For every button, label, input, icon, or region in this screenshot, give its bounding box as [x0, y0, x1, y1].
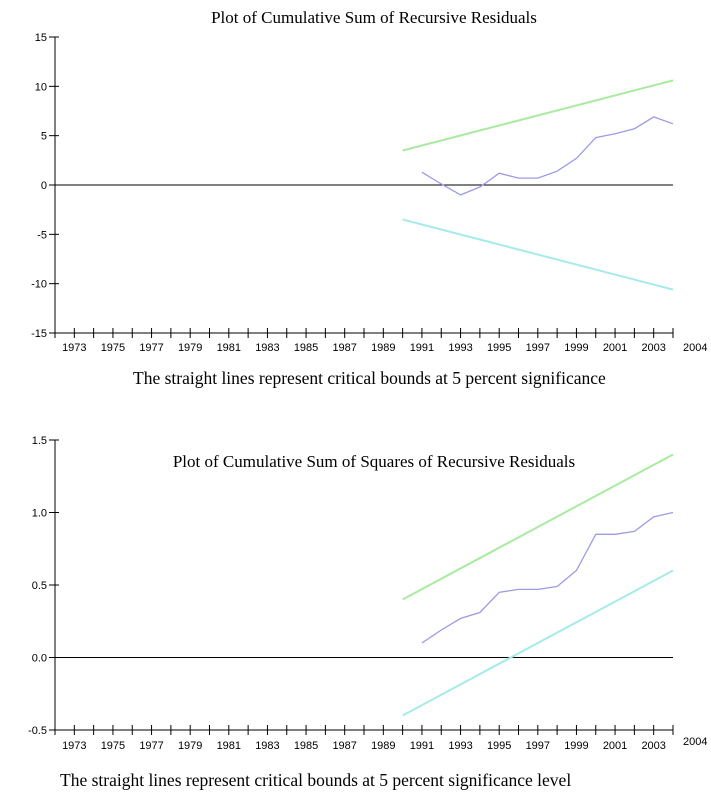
x-tick-label: 1991 [410, 342, 434, 354]
y-tick-label: 0 [41, 180, 47, 192]
x-tick-label: 2003 [641, 342, 665, 354]
x-tick-label: 2003 [641, 740, 665, 752]
y-tick-label: 1.5 [32, 435, 47, 447]
y-tick-label: 10 [35, 81, 47, 93]
x-tick-label: 1973 [62, 342, 86, 354]
x-tick-label: 2001 [603, 342, 627, 354]
x-tick-label: 1979 [178, 740, 202, 752]
x-tick-label: 1981 [217, 342, 241, 354]
x-tick-label: 2004 [683, 736, 707, 748]
y-tick-label: -0.5 [28, 725, 47, 737]
x-tick-label: 1993 [448, 342, 472, 354]
x-tick-label: 1977 [139, 342, 163, 354]
upper-bound-line [402, 79, 674, 152]
x-tick-label: 1995 [487, 342, 511, 354]
upper-bound-line [402, 453, 674, 601]
x-tick-label: 1997 [526, 342, 550, 354]
cusum-line [421, 511, 674, 644]
x-tick-label: 1995 [487, 740, 511, 752]
x-tick-label: 1991 [410, 740, 434, 752]
chart-caption: The straight lines represent critical bo… [60, 770, 571, 790]
x-tick-label: 2004 [683, 342, 707, 354]
x-tick-label: 1989 [371, 342, 395, 354]
chart-caption: The straight lines represent critical bo… [133, 368, 606, 388]
y-tick-label: 15 [35, 32, 47, 44]
x-tick-label: 1997 [526, 740, 550, 752]
x-tick-label: 1985 [294, 740, 318, 752]
y-tick-label: 0.5 [32, 580, 47, 592]
lower-bound-line [402, 218, 674, 291]
x-tick-label: 1987 [332, 740, 356, 752]
y-tick-label: 5 [41, 131, 47, 143]
x-tick-label: 1999 [564, 342, 588, 354]
chart-2: Plot of Cumulative Sum of Squares of Rec… [28, 435, 707, 790]
x-tick-label: 1999 [564, 740, 588, 752]
x-tick-label: 1975 [101, 342, 125, 354]
x-tick-label: 1973 [62, 740, 86, 752]
y-tick-label: -15 [31, 328, 47, 340]
x-tick-label: 1983 [255, 740, 279, 752]
x-tick-label: 1979 [178, 342, 202, 354]
chart-title: Plot of Cumulative Sum of Recursive Resi… [211, 8, 537, 27]
x-tick-label: 1989 [371, 740, 395, 752]
chart-title: Plot of Cumulative Sum of Squares of Rec… [173, 452, 575, 471]
x-tick-label: 1977 [139, 740, 163, 752]
chart-1: Plot of Cumulative Sum of Recursive Resi… [31, 8, 707, 388]
x-tick-label: 1975 [101, 740, 125, 752]
y-tick-label: 1.0 [32, 508, 47, 520]
x-tick-label: 1981 [217, 740, 241, 752]
x-tick-label: 1985 [294, 342, 318, 354]
x-tick-label: 1993 [448, 740, 472, 752]
cusum-line [421, 116, 674, 196]
x-tick-label: 1987 [332, 342, 356, 354]
y-tick-label: -10 [31, 279, 47, 291]
y-tick-label: 0.0 [32, 653, 47, 665]
lower-bound-line [402, 569, 674, 717]
x-tick-label: 1983 [255, 342, 279, 354]
x-tick-label: 2001 [603, 740, 627, 752]
y-tick-label: -5 [37, 229, 47, 241]
